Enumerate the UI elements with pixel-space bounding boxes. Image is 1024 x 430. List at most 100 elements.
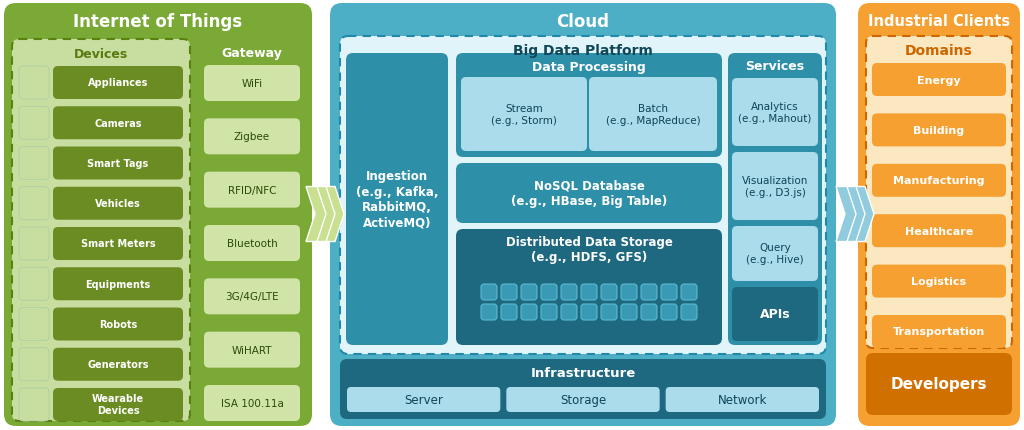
Text: RFID/NFC: RFID/NFC	[227, 185, 276, 195]
Text: Healthcare: Healthcare	[905, 226, 973, 236]
Polygon shape	[324, 187, 344, 242]
Text: Stream
(e.g., Storm): Stream (e.g., Storm)	[492, 104, 557, 126]
FancyBboxPatch shape	[19, 227, 49, 261]
Text: Transportation: Transportation	[893, 327, 985, 337]
Polygon shape	[836, 187, 856, 242]
FancyBboxPatch shape	[53, 227, 183, 261]
FancyBboxPatch shape	[481, 304, 497, 320]
FancyBboxPatch shape	[589, 78, 717, 152]
Text: Building: Building	[913, 126, 965, 135]
Text: Robots: Robots	[99, 319, 137, 329]
FancyBboxPatch shape	[346, 54, 449, 345]
Text: Zigbee: Zigbee	[233, 132, 270, 142]
FancyBboxPatch shape	[204, 225, 300, 261]
FancyBboxPatch shape	[541, 304, 557, 320]
Text: Industrial Clients: Industrial Clients	[868, 15, 1010, 29]
FancyBboxPatch shape	[858, 4, 1020, 426]
FancyBboxPatch shape	[456, 230, 722, 345]
FancyBboxPatch shape	[662, 284, 677, 300]
FancyBboxPatch shape	[53, 308, 183, 341]
Text: Equipments: Equipments	[85, 279, 151, 289]
Polygon shape	[854, 187, 874, 242]
FancyBboxPatch shape	[19, 267, 49, 301]
FancyBboxPatch shape	[340, 359, 826, 419]
FancyBboxPatch shape	[19, 107, 49, 140]
FancyBboxPatch shape	[561, 284, 577, 300]
FancyBboxPatch shape	[728, 54, 822, 345]
Text: Domains: Domains	[905, 44, 973, 58]
FancyBboxPatch shape	[601, 284, 617, 300]
FancyBboxPatch shape	[662, 304, 677, 320]
FancyBboxPatch shape	[506, 387, 659, 412]
Text: Devices: Devices	[74, 47, 128, 60]
FancyBboxPatch shape	[866, 37, 1012, 348]
FancyBboxPatch shape	[53, 348, 183, 381]
FancyBboxPatch shape	[681, 284, 697, 300]
Text: Smart Tags: Smart Tags	[87, 159, 148, 169]
FancyBboxPatch shape	[481, 284, 497, 300]
FancyBboxPatch shape	[872, 64, 1006, 97]
FancyBboxPatch shape	[521, 304, 537, 320]
FancyBboxPatch shape	[204, 66, 300, 102]
FancyBboxPatch shape	[204, 119, 300, 155]
FancyBboxPatch shape	[581, 284, 597, 300]
Text: Infrastructure: Infrastructure	[530, 367, 636, 380]
Polygon shape	[845, 187, 865, 242]
FancyBboxPatch shape	[53, 107, 183, 140]
FancyBboxPatch shape	[521, 284, 537, 300]
Text: Network: Network	[718, 393, 767, 406]
Text: Vehicles: Vehicles	[95, 199, 141, 209]
Text: Appliances: Appliances	[88, 78, 148, 88]
Text: NoSQL Database
(e.g., HBase, Big Table): NoSQL Database (e.g., HBase, Big Table)	[511, 179, 667, 208]
Text: Gateway: Gateway	[221, 47, 283, 60]
FancyBboxPatch shape	[4, 4, 312, 426]
FancyBboxPatch shape	[19, 308, 49, 341]
Text: ISA 100.11a: ISA 100.11a	[220, 398, 284, 408]
FancyBboxPatch shape	[872, 114, 1006, 147]
FancyBboxPatch shape	[456, 54, 722, 158]
FancyBboxPatch shape	[53, 388, 183, 421]
Text: WiFi: WiFi	[242, 79, 262, 89]
Text: Analytics
(e.g., Mahout): Analytics (e.g., Mahout)	[738, 102, 812, 124]
FancyBboxPatch shape	[732, 153, 818, 221]
FancyBboxPatch shape	[501, 304, 517, 320]
FancyBboxPatch shape	[641, 284, 657, 300]
Text: Energy: Energy	[918, 75, 961, 85]
Text: APIs: APIs	[760, 308, 791, 321]
Polygon shape	[315, 187, 335, 242]
FancyBboxPatch shape	[19, 348, 49, 381]
FancyBboxPatch shape	[204, 279, 300, 315]
FancyBboxPatch shape	[601, 304, 617, 320]
FancyBboxPatch shape	[732, 227, 818, 281]
Text: Generators: Generators	[87, 359, 148, 369]
FancyBboxPatch shape	[330, 4, 836, 426]
Text: Manufacturing: Manufacturing	[893, 176, 985, 186]
FancyBboxPatch shape	[19, 147, 49, 180]
Text: Logistics: Logistics	[911, 276, 967, 286]
FancyBboxPatch shape	[198, 40, 306, 421]
FancyBboxPatch shape	[53, 267, 183, 301]
Text: Data Processing: Data Processing	[532, 60, 646, 74]
FancyBboxPatch shape	[53, 187, 183, 220]
FancyBboxPatch shape	[541, 284, 557, 300]
FancyBboxPatch shape	[666, 387, 819, 412]
FancyBboxPatch shape	[204, 332, 300, 368]
FancyBboxPatch shape	[621, 284, 637, 300]
FancyBboxPatch shape	[641, 304, 657, 320]
Text: Query
(e.g., Hive): Query (e.g., Hive)	[746, 243, 804, 265]
Text: 3G/4G/LTE: 3G/4G/LTE	[225, 292, 279, 301]
Text: Storage: Storage	[560, 393, 606, 406]
FancyBboxPatch shape	[456, 164, 722, 224]
Text: Services: Services	[745, 60, 805, 74]
Text: Bluetooth: Bluetooth	[226, 239, 278, 249]
FancyBboxPatch shape	[561, 304, 577, 320]
Text: Cloud: Cloud	[556, 13, 609, 31]
Text: Wearable
Devices: Wearable Devices	[92, 393, 144, 415]
FancyBboxPatch shape	[581, 304, 597, 320]
FancyBboxPatch shape	[732, 287, 818, 341]
FancyBboxPatch shape	[732, 79, 818, 147]
FancyBboxPatch shape	[501, 284, 517, 300]
Text: Internet of Things: Internet of Things	[74, 13, 243, 31]
Text: Cameras: Cameras	[94, 119, 141, 129]
FancyBboxPatch shape	[204, 172, 300, 208]
